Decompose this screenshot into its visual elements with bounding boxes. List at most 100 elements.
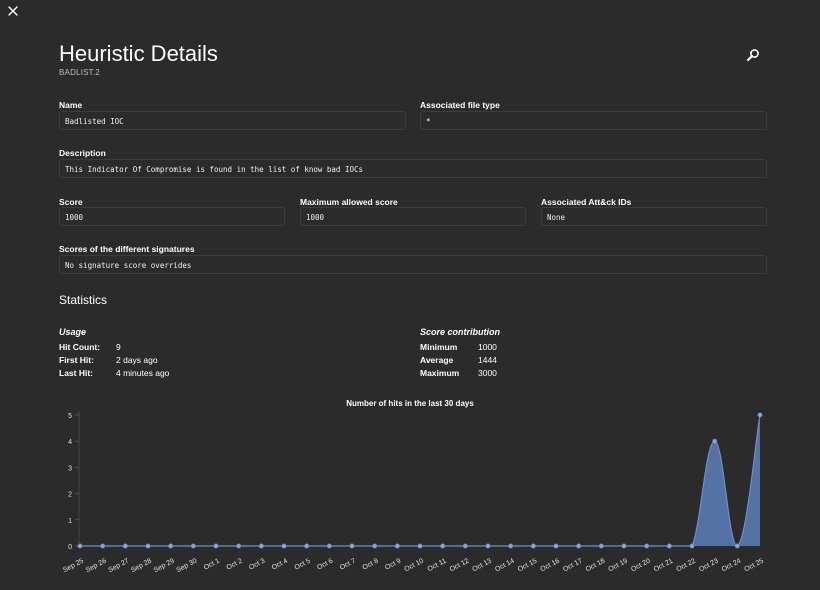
usage-value: 2 days ago xyxy=(116,355,158,365)
y-tick-label: 0 xyxy=(68,544,72,551)
file-type-field[interactable]: * xyxy=(420,111,767,130)
score-contribution-title: Score contribution xyxy=(420,327,501,337)
data-point xyxy=(77,543,83,549)
x-tick-label: Oct 24 xyxy=(721,558,743,574)
data-point xyxy=(168,543,174,549)
hits-chart: 0 1 2 3 4 5 Sep 25 Sep 26 Sep 27 Sep 28 Sep 29 Sep … xyxy=(62,411,765,575)
signature-scores-field[interactable]: No signature score overrides xyxy=(59,255,767,274)
score-row-minimum: Minimum 1000 xyxy=(420,342,497,352)
close-icon xyxy=(8,6,18,16)
x-tick-label: Oct 5 xyxy=(294,558,312,572)
max-score-field[interactable]: 1000 xyxy=(300,207,526,226)
x-tick-label: Sep 30 xyxy=(175,558,198,575)
y-tick-label: 1 xyxy=(68,518,72,525)
score-field[interactable]: 1000 xyxy=(59,207,285,226)
usage-value: 9 xyxy=(116,342,121,352)
score-value: 1000 xyxy=(478,342,497,352)
x-tick-label: Oct 11 xyxy=(427,558,448,574)
data-point xyxy=(462,543,468,549)
y-tick-label: 3 xyxy=(68,465,72,472)
data-point xyxy=(417,543,423,549)
data-point xyxy=(349,543,355,549)
data-point xyxy=(213,543,219,549)
data-point xyxy=(326,543,332,549)
heuristic-id: BADLIST.2 xyxy=(59,68,100,77)
data-point xyxy=(485,543,491,549)
x-tick-label: Oct 15 xyxy=(517,558,539,574)
usage-key: First Hit: xyxy=(59,355,94,365)
x-tick-label: Oct 2 xyxy=(226,558,244,572)
search-button[interactable] xyxy=(744,46,762,64)
data-point xyxy=(757,412,763,418)
x-tick-label: Oct 18 xyxy=(585,558,607,574)
x-tick-label: Oct 4 xyxy=(271,558,289,572)
data-point xyxy=(576,543,582,549)
x-tick-label: Oct 10 xyxy=(403,558,425,574)
description-label: Description xyxy=(59,148,106,158)
x-tick-label: Sep 28 xyxy=(130,558,153,575)
x-tick-label: Sep 29 xyxy=(153,558,176,575)
score-key: Average xyxy=(420,355,454,365)
data-point xyxy=(621,543,627,549)
x-tick-label: Oct 13 xyxy=(471,558,493,574)
x-tick-label: Oct 21 xyxy=(653,558,675,574)
close-button[interactable] xyxy=(6,4,20,18)
data-point xyxy=(100,543,106,549)
data-point xyxy=(644,543,650,549)
x-tick-label: Oct 1 xyxy=(203,558,221,572)
data-point xyxy=(190,543,196,549)
x-tick-label: Oct 8 xyxy=(362,558,380,572)
x-tick-label: Oct 23 xyxy=(698,558,720,574)
score-row-maximum: Maximum 3000 xyxy=(420,368,497,378)
x-tick-label: Oct 25 xyxy=(743,558,765,574)
description-field[interactable]: This Indicator Of Compromise is found in… xyxy=(59,159,767,178)
data-point xyxy=(440,543,446,549)
x-tick-label: Oct 16 xyxy=(539,558,561,574)
usage-key: Hit Count: xyxy=(59,342,101,352)
data-point xyxy=(530,543,536,549)
signature-scores-label: Scores of the different signatures xyxy=(59,244,195,254)
usage-row-last-hit: Last Hit: 4 minutes ago xyxy=(59,368,169,378)
y-tick-label: 5 xyxy=(68,413,72,420)
x-tick-label: Oct 20 xyxy=(630,558,652,574)
chart-title: Number of hits in the last 30 days xyxy=(346,399,474,408)
x-tick-label: Sep 26 xyxy=(85,558,108,575)
x-tick-label: Oct 17 xyxy=(562,558,584,574)
x-tick-label: Oct 19 xyxy=(607,558,629,574)
score-value: 1444 xyxy=(478,355,497,365)
x-tick-label: Sep 25 xyxy=(62,558,85,575)
x-tick-label: Oct 3 xyxy=(248,558,266,572)
name-field[interactable]: Badlisted IOC xyxy=(59,111,406,130)
score-row-average: Average 1444 xyxy=(420,355,497,365)
search-icon xyxy=(747,49,759,61)
data-point xyxy=(734,543,740,549)
page-title: Heuristic Details xyxy=(59,41,218,66)
score-value: 3000 xyxy=(478,368,497,378)
x-tick-label: Sep 27 xyxy=(107,558,130,575)
data-point xyxy=(508,543,514,549)
x-tick-label: Oct 9 xyxy=(384,558,402,572)
data-point xyxy=(689,543,695,549)
y-tick-label: 4 xyxy=(68,439,72,446)
data-point xyxy=(666,543,672,549)
usage-row-first-hit: First Hit: 2 days ago xyxy=(59,355,158,365)
usage-row-hit-count: Hit Count: 9 xyxy=(59,342,121,352)
score-key: Minimum xyxy=(420,342,458,352)
usage-key: Last Hit: xyxy=(59,368,93,378)
statistics-title: Statistics xyxy=(59,293,108,307)
attack-ids-label: Associated Att&ck IDs xyxy=(541,197,632,207)
score-key: Maximum xyxy=(420,368,460,378)
name-label: Name xyxy=(59,100,83,110)
data-point xyxy=(281,543,287,549)
data-point xyxy=(712,438,718,444)
data-point xyxy=(236,543,242,549)
file-type-label: Associated file type xyxy=(420,100,500,110)
max-score-label: Maximum allowed score xyxy=(300,197,398,207)
x-tick-label: Oct 22 xyxy=(675,558,697,574)
data-point xyxy=(372,543,378,549)
score-label: Score xyxy=(59,197,83,207)
x-tick-label: Oct 12 xyxy=(449,558,471,574)
data-point xyxy=(145,543,151,549)
usage-value: 4 minutes ago xyxy=(116,368,170,378)
attack-ids-field[interactable]: None xyxy=(541,207,767,226)
